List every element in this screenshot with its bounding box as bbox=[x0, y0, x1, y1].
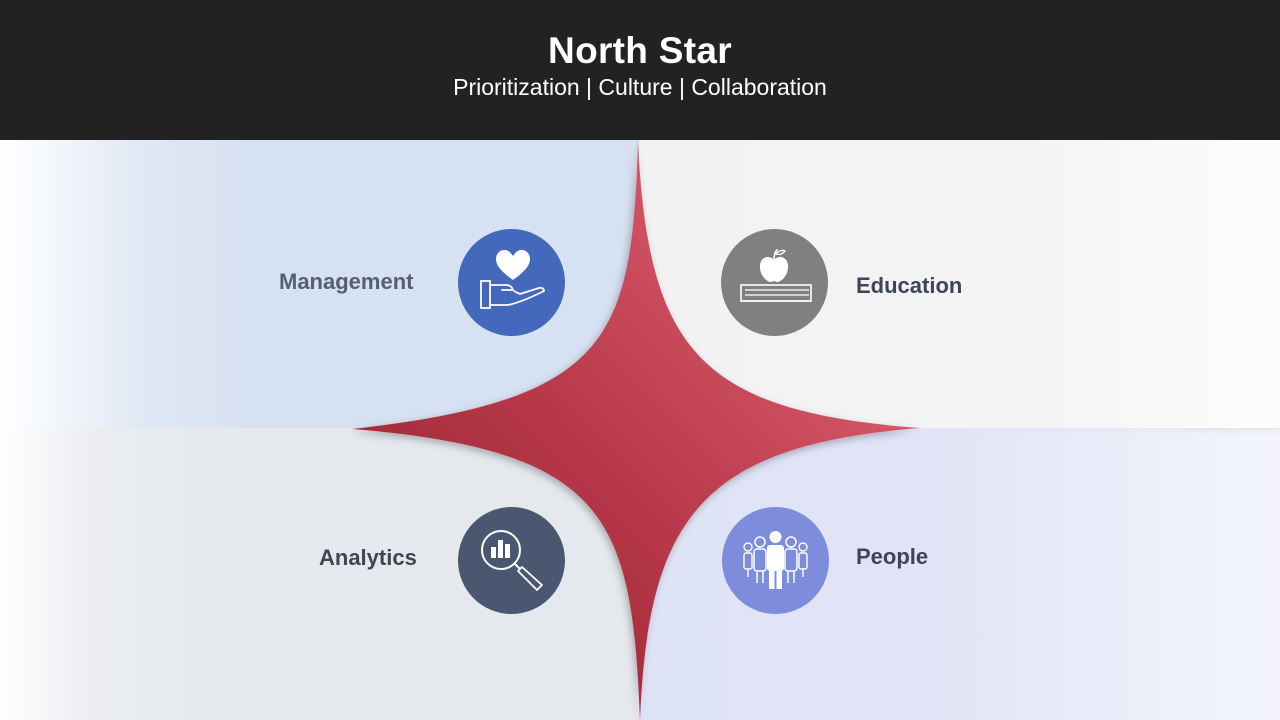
apple-on-books-icon bbox=[721, 229, 828, 336]
header-banner: North Star Prioritization | Culture | Co… bbox=[0, 0, 1280, 140]
people-label: People bbox=[856, 544, 929, 569]
education-icon-circle bbox=[721, 229, 828, 336]
analytics-label: Analytics bbox=[319, 545, 417, 570]
education-label: Education bbox=[856, 273, 963, 298]
magnifier-bar-chart-icon bbox=[458, 507, 565, 614]
page-subtitle: Prioritization | Culture | Collaboration bbox=[453, 74, 827, 100]
management-label: Management bbox=[279, 269, 414, 294]
management-icon-circle bbox=[458, 229, 565, 336]
analytics-icon-circle bbox=[458, 507, 565, 614]
group-of-people-icon bbox=[722, 507, 829, 614]
heart-in-hand-icon bbox=[458, 229, 565, 336]
page-title: North Star bbox=[548, 30, 732, 71]
people-icon-circle bbox=[722, 507, 829, 614]
